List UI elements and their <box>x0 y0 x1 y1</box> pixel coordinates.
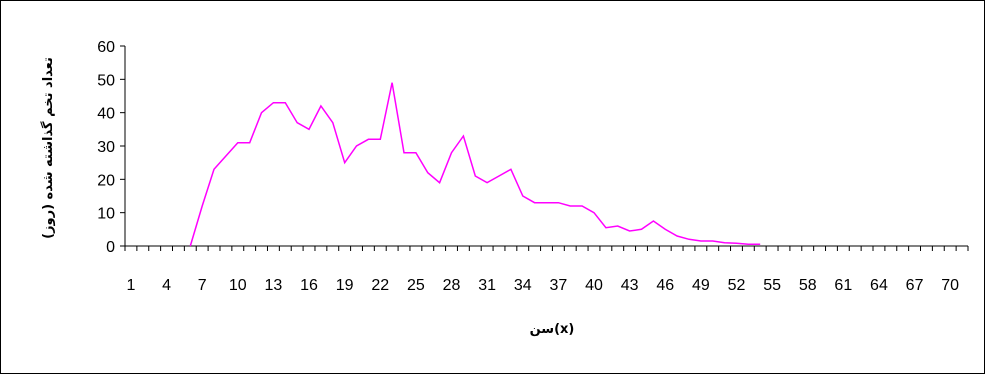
y-tick-label: 10 <box>97 206 115 223</box>
x-tick-label: 10 <box>229 277 247 294</box>
y-tick-label: 30 <box>97 139 115 156</box>
x-tick-label: 22 <box>371 277 389 294</box>
y-tick-label: 40 <box>97 106 115 123</box>
x-tick-label: 55 <box>763 277 781 294</box>
x-tick-label: 19 <box>336 277 354 294</box>
y-tick-label: 0 <box>106 239 115 256</box>
x-tick-label: 28 <box>443 277 461 294</box>
x-axis-ticks: 1 4 7 10 13 16 19 22 25 28 31 34 37 40 43 46 49 52 55 58 61 6… <box>124 246 969 294</box>
x-tick-label: 52 <box>728 277 746 294</box>
x-tick-label: 49 <box>692 277 710 294</box>
x-axis-title: سن(x) <box>530 322 575 337</box>
x-tick-label: 43 <box>621 277 639 294</box>
x-tick-label: 25 <box>407 277 425 294</box>
x-tick-label: 58 <box>799 277 817 294</box>
x-tick-label: 4 <box>162 277 171 294</box>
x-tick-label: 40 <box>585 277 603 294</box>
y-axis-title: تعداد تخم گذاشته شده (روز) <box>40 57 56 239</box>
y-tick-label: 20 <box>97 172 115 189</box>
x-tick-label: 7 <box>198 277 207 294</box>
x-tick-label: 16 <box>300 277 318 294</box>
x-tick-label: 70 <box>941 277 959 294</box>
series-line <box>189 82 761 247</box>
x-tick-label: 37 <box>549 277 567 294</box>
y-tick-label: 50 <box>97 72 115 89</box>
x-tick-label: 34 <box>514 277 532 294</box>
x-tick-label: 64 <box>870 277 888 294</box>
x-tick-label: 31 <box>478 277 496 294</box>
y-tick-label: 60 <box>97 39 115 56</box>
x-tick-label: 1 <box>126 277 135 294</box>
x-tick-label: 46 <box>656 277 674 294</box>
y-axis-ticks: 0 10 20 30 40 50 60 <box>97 39 125 256</box>
x-tick-label: 61 <box>834 277 852 294</box>
x-tick-label: 13 <box>265 277 283 294</box>
x-tick-label: 67 <box>906 277 924 294</box>
